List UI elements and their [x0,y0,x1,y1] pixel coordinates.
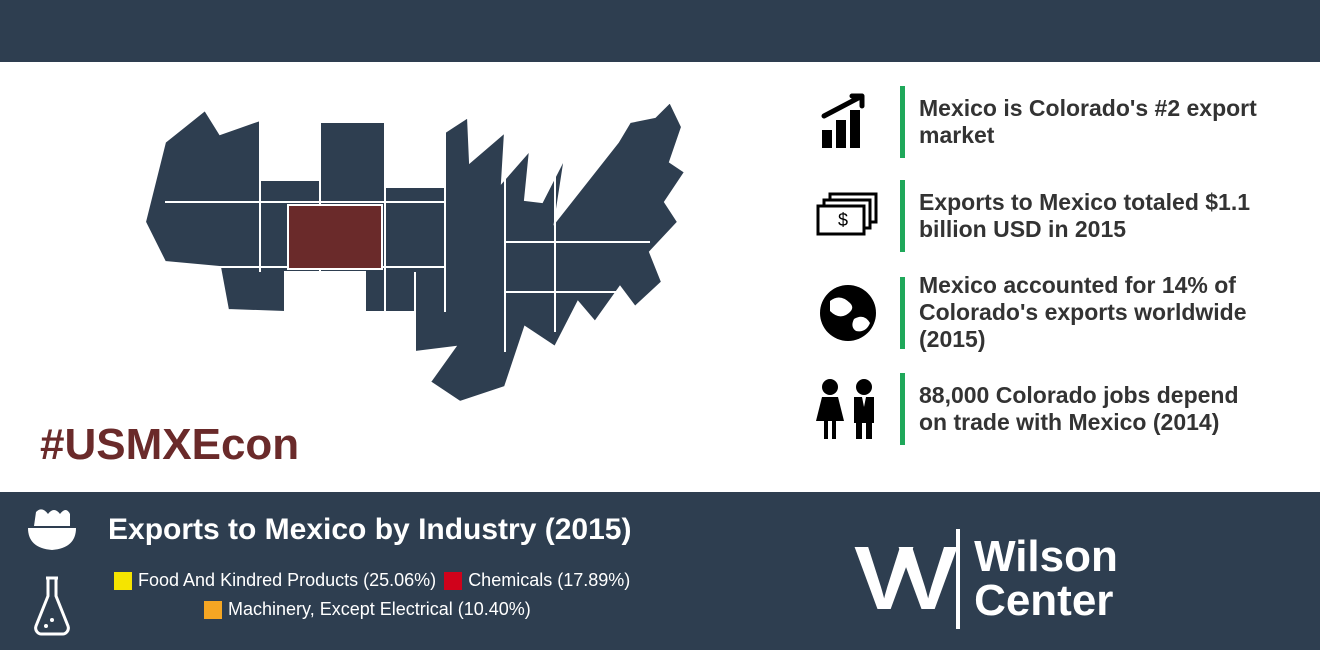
bottom-title: Exports to Mexico by Industry (2015) [108,513,631,547]
wilson-logo: VV Wilson Center [854,529,1118,629]
wilson-line2: Center [974,579,1118,623]
fact-row: Mexico accounted for 14% of Colorado's e… [810,272,1290,353]
legend-swatch [114,572,132,590]
legend-item: Chemicals (17.89%) [444,570,630,591]
wilson-text: Wilson Center [974,535,1118,623]
main-content: #USMXEcon Mexico is Colorado's #2 export… [0,62,1320,492]
legend-label: Chemicals (17.89%) [468,570,630,591]
colorado-highlight [288,205,382,269]
facts-column: Mexico is Colorado's #2 export market $ … [790,72,1290,482]
growth-chart-icon [810,84,886,160]
wilson-logo-area: VV Wilson Center [804,508,1290,650]
legend-row-1: Food And Kindred Products (25.06%) Chemi… [114,570,804,591]
fact-row: 88,000 Colorado jobs depend on trade wit… [810,371,1290,447]
hashtag: #USMXEcon [40,420,790,470]
fact-separator [900,277,905,349]
legend-swatch [444,572,462,590]
legend-item: Machinery, Except Electrical (10.40%) [204,599,531,620]
flask-icon [32,574,72,638]
bottom-bar: Exports to Mexico by Industry (2015) Foo… [0,492,1320,650]
fact-row: $ Exports to Mexico totaled $1.1 billion… [810,178,1290,254]
fact-text: 88,000 Colorado jobs depend on trade wit… [919,382,1269,436]
fact-row: Mexico is Colorado's #2 export market [810,84,1290,160]
legend-row-2: Machinery, Except Electrical (10.40%) [204,599,804,620]
globe-icon [810,275,886,351]
fact-text: Exports to Mexico totaled $1.1 billion U… [919,189,1269,243]
wilson-line1: Wilson [974,535,1118,579]
fact-text: Mexico accounted for 14% of Colorado's e… [919,272,1269,353]
us-map [110,72,710,412]
people-icon [810,371,886,447]
bottom-title-row: Exports to Mexico by Industry (2015) [24,508,804,552]
fact-separator [900,180,905,252]
left-column: #USMXEcon [110,72,790,482]
money-icon: $ [810,178,886,254]
fact-separator [900,86,905,158]
fact-text: Mexico is Colorado's #2 export market [919,95,1269,149]
fact-separator [900,373,905,445]
header-bar [0,0,1320,62]
wilson-separator [956,529,960,629]
wilson-w-icon: VV [854,543,942,615]
svg-text:$: $ [838,210,848,230]
bottom-left: Exports to Mexico by Industry (2015) Foo… [24,508,804,650]
bowl-icon [24,508,80,552]
us-silhouette [145,102,685,402]
legend-label: Machinery, Except Electrical (10.40%) [228,599,531,620]
legend-label: Food And Kindred Products (25.06%) [138,570,436,591]
legend-item: Food And Kindred Products (25.06%) [114,570,436,591]
legend-swatch [204,601,222,619]
